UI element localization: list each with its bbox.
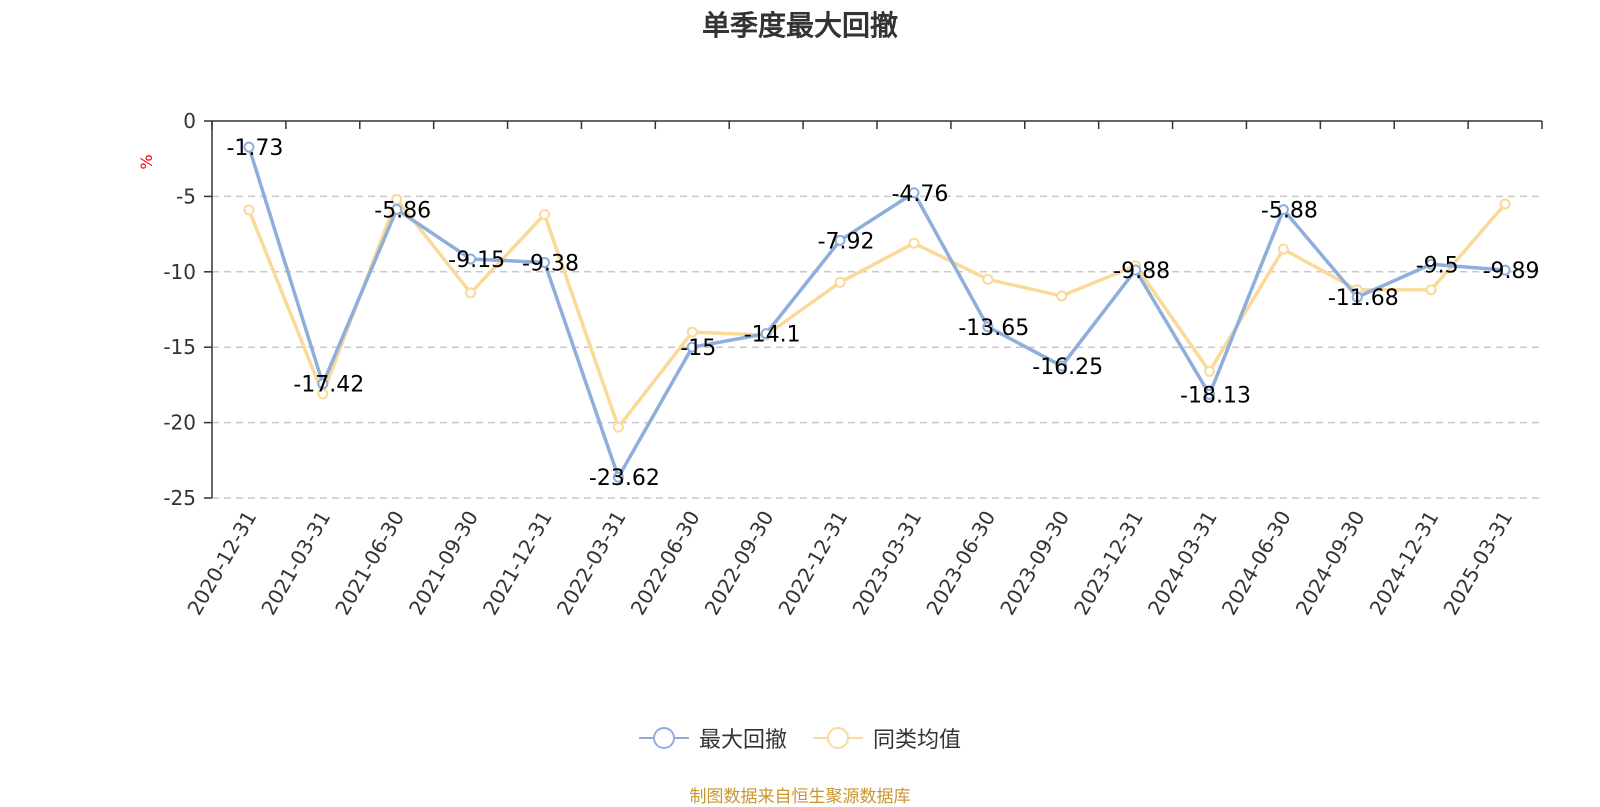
- data-label: -15: [680, 336, 716, 361]
- series-point-0: [1204, 388, 1215, 400]
- series-point-0: [612, 471, 624, 483]
- series-point-1: [686, 326, 698, 338]
- data-label: -7.92: [818, 229, 875, 254]
- series-point-1: [317, 388, 329, 400]
- data-label: -9.88: [1113, 259, 1170, 284]
- legend-item-max-drawdown[interactable]: 最大回撤: [638, 722, 787, 754]
- grid-lines: [212, 195, 1542, 499]
- series-point-1: [908, 237, 920, 249]
- series-point-0: [908, 187, 920, 199]
- series-point-1: [243, 204, 255, 216]
- x-tick-label: 2022-06-30: [626, 507, 705, 620]
- x-tick-label: 2021-12-31: [478, 507, 557, 620]
- series-point-0: [1425, 258, 1437, 270]
- series-point-0: [539, 256, 550, 268]
- series-point-0: [243, 141, 255, 153]
- axes: 0-5-10-15-20-252020-12-312021-03-312021-…: [137, 109, 1543, 620]
- series-point-0: [982, 321, 994, 333]
- series-point-1: [1204, 365, 1215, 377]
- x-tick-label: 2024-09-30: [1291, 507, 1370, 620]
- y-tick-label: -25: [163, 486, 196, 510]
- legend-symbol-peer-average: [813, 727, 863, 749]
- x-tick-label: 2023-06-30: [921, 506, 1000, 619]
- data-label: -13.65: [958, 316, 1029, 341]
- data-label: -9.89: [1483, 259, 1540, 284]
- source-note: 制图数据来自恒生聚源数据库: [689, 787, 911, 807]
- x-tick-label: 2020-12-31: [182, 507, 261, 620]
- series-line-0: [247, 146, 1506, 479]
- x-tick-label: 2021-09-30: [404, 506, 483, 619]
- data-label: -11.68: [1328, 286, 1399, 311]
- x-tick-label: 2022-12-31: [773, 507, 852, 620]
- data-label: -18.13: [1180, 383, 1251, 408]
- series-point-0: [1130, 264, 1142, 276]
- series-point-0: [1056, 360, 1068, 372]
- series-point-1: [982, 273, 994, 285]
- series-point-1: [465, 287, 477, 299]
- x-tick-label: 2023-09-30: [995, 507, 1074, 620]
- series-point-1: [612, 421, 624, 433]
- x-tick-label: 2024-06-30: [1217, 507, 1296, 620]
- legend: 最大回撤 同类均值: [0, 722, 1600, 754]
- data-label: -9.38: [522, 251, 579, 276]
- series-point-0: [391, 203, 403, 215]
- y-tick-label: -15: [163, 335, 196, 359]
- series-line-1: [247, 197, 1507, 429]
- legend-item-peer-average[interactable]: 同类均值: [813, 722, 961, 754]
- series-point-0: [1351, 291, 1363, 303]
- data-label: -16.25: [1032, 355, 1103, 380]
- x-tick-label: 2024-12-31: [1365, 507, 1444, 620]
- series-point-1: [539, 208, 550, 220]
- x-tick-label: 2025-03-31: [1438, 507, 1517, 620]
- data-label: -4.76: [891, 182, 948, 207]
- x-tick-label: 2022-09-30: [700, 507, 779, 620]
- y-tick-label: 0: [183, 109, 196, 133]
- y-tick-label: -5: [176, 184, 196, 208]
- series-point-0: [834, 234, 846, 246]
- data-label: -9.5: [1416, 253, 1459, 278]
- series-point-1: [834, 276, 846, 288]
- x-tick-label: 2023-12-31: [1069, 507, 1148, 620]
- series-point-0: [465, 253, 477, 265]
- x-tick-label: 2021-06-30: [330, 507, 409, 620]
- series-point-0: [760, 328, 772, 340]
- data-label: -5.88: [1261, 199, 1318, 224]
- x-tick-label: 2021-03-31: [256, 507, 335, 620]
- x-tick-label: 2024-03-31: [1143, 507, 1222, 620]
- legend-label-peer-average: 同类均值: [873, 728, 962, 753]
- data-label: -14.1: [744, 323, 801, 348]
- chart-title: 单季度最大回撤: [701, 9, 898, 42]
- data-labels: -1.73 -17.42 -5.86 -9.15 -9.38 -23.62 -15 -14.1…: [226, 136, 1539, 491]
- series-layer: [243, 141, 1511, 483]
- data-label: -23.62: [589, 466, 660, 491]
- series-point-0: [1499, 264, 1511, 276]
- series-point-1: [1425, 284, 1437, 296]
- series-point-1: [1056, 290, 1068, 302]
- data-label: -1.73: [226, 136, 283, 161]
- data-label: -17.42: [293, 373, 364, 398]
- x-tick-label: 2022-03-31: [552, 507, 631, 620]
- data-label: -9.15: [448, 248, 505, 273]
- series-point-0: [1277, 204, 1289, 216]
- series-point-1: [1277, 243, 1289, 255]
- legend-label-max-drawdown: 最大回撤: [698, 728, 787, 753]
- y-tick-label: -20: [163, 411, 196, 435]
- y-tick-label: -10: [163, 260, 196, 284]
- y-axis-unit: %: [137, 154, 156, 169]
- legend-symbol-max-drawdown: [638, 727, 689, 749]
- data-label: -5.86: [374, 198, 431, 223]
- series-point-0: [686, 341, 698, 353]
- series-point-0: [317, 378, 329, 390]
- x-tick-label: 2023-03-31: [847, 507, 926, 620]
- series-point-1: [1499, 198, 1511, 210]
